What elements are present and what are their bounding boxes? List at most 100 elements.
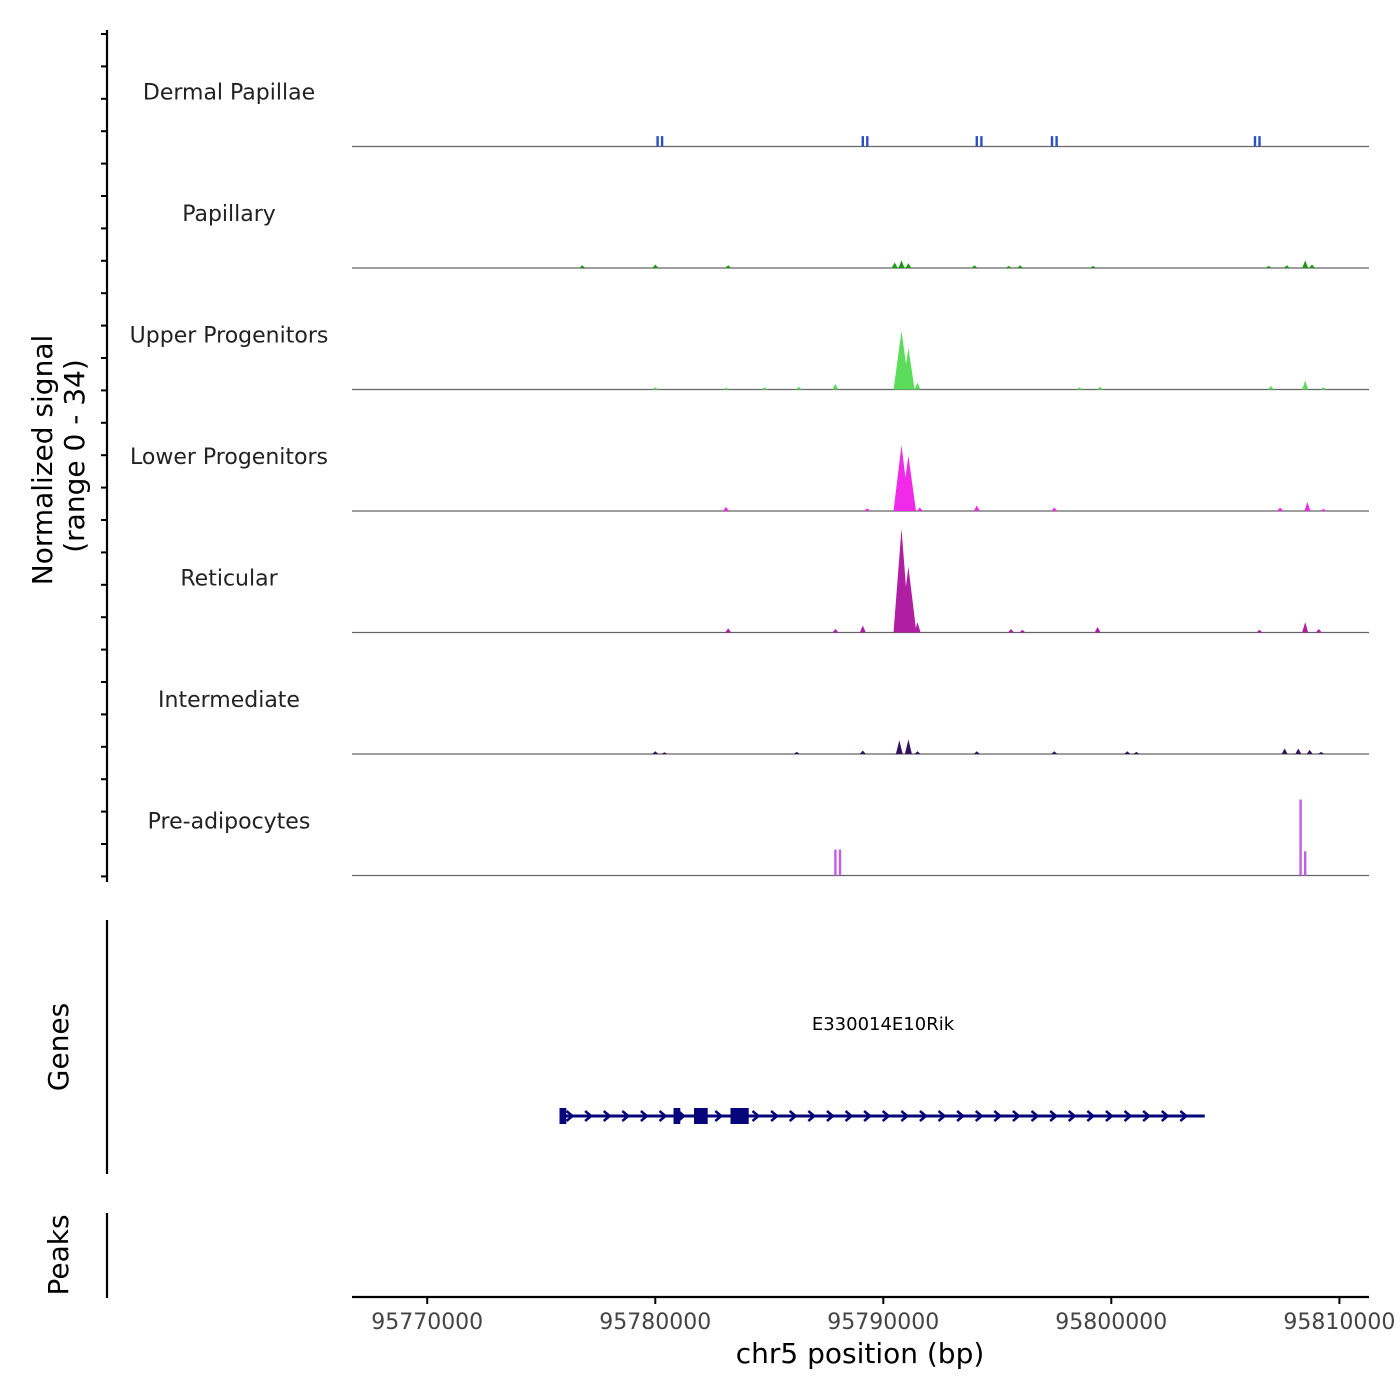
signal-peak — [795, 386, 802, 390]
signal-peak — [661, 752, 668, 754]
strand-arrow — [788, 1110, 798, 1122]
gene-exon — [694, 1108, 708, 1124]
signal-peak — [916, 507, 923, 511]
gene-name-label: E330014E10Rik — [812, 1014, 955, 1035]
strand-arrow — [1142, 1110, 1152, 1122]
track-label: Dermal Papillae — [143, 81, 315, 106]
signal-peak — [902, 348, 915, 390]
strand-arrow — [956, 1110, 966, 1122]
strand-arrow — [937, 1110, 947, 1122]
signal-peak — [1320, 387, 1327, 390]
strand-arrow — [844, 1110, 854, 1122]
signal-peak — [891, 262, 898, 268]
signal-peak — [914, 622, 921, 633]
gene-exon — [730, 1108, 749, 1124]
gene-exon — [559, 1108, 567, 1124]
strand-arrow — [1049, 1110, 1059, 1122]
signal-bar — [838, 849, 842, 876]
signal-peak — [725, 265, 732, 268]
signal-y-axis — [101, 30, 109, 882]
signal-peak — [725, 628, 732, 633]
track-label: Pre-adipocytes — [148, 810, 311, 835]
track-label: Reticular — [180, 567, 278, 592]
signal-peak — [904, 739, 912, 754]
track-pre-adipocytes: Pre-adipocytes — [148, 799, 1369, 877]
signal-peak — [905, 263, 912, 268]
genes-track-label: Genes — [42, 1003, 75, 1091]
strand-arrow — [1012, 1110, 1021, 1122]
signal-bar — [660, 136, 664, 147]
track-label: Papillary — [182, 202, 276, 227]
signal-bar — [1050, 136, 1054, 147]
strand-arrow — [919, 1110, 928, 1122]
strand-arrow — [993, 1110, 1003, 1122]
strand-arrow — [1105, 1110, 1114, 1122]
signal-peak — [973, 505, 980, 511]
signal-peak — [1133, 751, 1140, 754]
signal-bar — [861, 136, 864, 147]
signal-bar — [866, 136, 869, 147]
signal-peak — [1281, 748, 1288, 754]
track-dermal-papillae: Dermal Papillae — [143, 81, 1369, 148]
signal-peak — [914, 751, 921, 754]
signal-peak — [723, 506, 729, 511]
strand-arrow — [974, 1110, 984, 1122]
strand-arrow — [584, 1110, 594, 1122]
signal-peak — [1267, 386, 1274, 390]
strand-arrow — [602, 1110, 612, 1122]
signal-tracks: Dermal Papillae Papillary Upper Progenitor… — [130, 81, 1369, 877]
signal-y-axis-ticks — [101, 33, 107, 878]
signal-y-axis-range: (range 0 - 34) — [58, 359, 91, 553]
signal-peak — [900, 455, 916, 511]
signal-peak — [1094, 627, 1101, 633]
x-axis-label: chr5 position (bp) — [736, 1337, 985, 1370]
signal-peak — [1320, 508, 1327, 511]
strand-arrow — [1179, 1110, 1189, 1122]
x-tick-label: 95780000 — [599, 1310, 711, 1335]
signal-peak — [1304, 502, 1311, 511]
track-label: Upper Progenitors — [130, 324, 329, 349]
strand-arrow — [565, 1110, 575, 1122]
signal-peak — [761, 387, 768, 390]
signal-peak — [1265, 265, 1272, 268]
signal-peak — [1017, 265, 1024, 268]
strand-arrow — [1160, 1110, 1170, 1122]
strand-arrow — [751, 1110, 761, 1122]
signal-bar — [980, 136, 983, 147]
signal-peak — [1283, 265, 1290, 268]
strand-arrow — [807, 1110, 817, 1122]
signal-peak — [864, 508, 871, 511]
signal-peak — [1256, 629, 1263, 633]
x-tick-label: 95800000 — [1055, 1310, 1167, 1335]
signal-peak — [793, 751, 800, 754]
signal-peak — [898, 260, 905, 268]
x-tick-label: 95770000 — [371, 1310, 483, 1335]
strand-arrow — [826, 1110, 835, 1122]
signal-peak — [1315, 629, 1322, 633]
track-lower-progenitors: Lower Progenitors — [130, 445, 1369, 512]
signal-peak — [652, 751, 659, 754]
signal-peak — [1295, 748, 1302, 754]
signal-peak — [973, 751, 980, 754]
signal-peak — [1318, 751, 1325, 754]
strand-arrow — [881, 1110, 891, 1122]
track-intermediate: Intermediate — [158, 688, 1369, 755]
signal-bar — [1253, 136, 1257, 147]
signal-peak — [579, 265, 586, 268]
signal-peak — [1051, 507, 1058, 511]
signal-peak — [1302, 260, 1309, 268]
track-label: Lower Progenitors — [130, 445, 328, 470]
signal-peak — [859, 625, 866, 633]
signal-peak — [859, 750, 866, 754]
signal-bar — [1258, 136, 1261, 147]
signal-peak — [1005, 265, 1012, 268]
x-axis: 95770000 95780000 95790000 95800000 95810000 — [352, 1295, 1395, 1335]
signal-peak — [1309, 264, 1315, 268]
strand-arrow — [900, 1110, 910, 1122]
track-label: Intermediate — [158, 688, 300, 713]
track-reticular: Reticular — [180, 528, 1369, 634]
signal-peak — [1302, 622, 1309, 633]
peaks-track-label: Peaks — [42, 1214, 75, 1295]
strand-arrow — [714, 1110, 724, 1122]
signal-peak — [895, 740, 903, 754]
